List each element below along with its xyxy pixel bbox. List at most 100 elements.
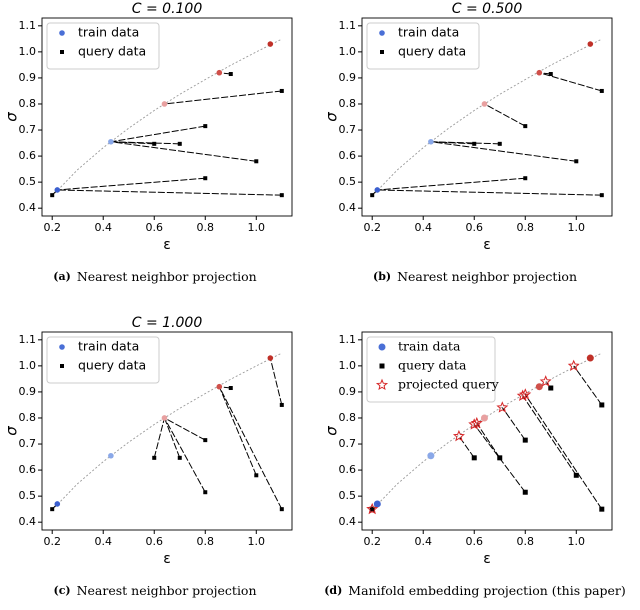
y-tick-label: 0.6 xyxy=(19,463,37,476)
projection-link xyxy=(218,386,257,476)
plot-frame xyxy=(361,17,613,217)
projection-link xyxy=(539,72,602,92)
caption-panel: (c) xyxy=(53,584,70,597)
y-tick-label: 0.4 xyxy=(19,201,37,214)
point xyxy=(599,506,605,512)
y-tick-label: 0.6 xyxy=(19,149,37,162)
point xyxy=(539,375,552,387)
caption-panel: (d) xyxy=(324,584,342,597)
legend-box xyxy=(46,22,160,70)
y-tick-label: 0.5 xyxy=(339,489,357,502)
point xyxy=(599,88,604,93)
point xyxy=(427,452,435,460)
projection-link xyxy=(522,395,577,476)
y-axis-label: σ xyxy=(3,112,21,122)
x-axis-label: ε xyxy=(483,551,491,567)
point xyxy=(267,355,274,361)
caption-text: Nearest neighbor projection xyxy=(77,269,257,284)
point xyxy=(161,415,168,421)
x-tick-label: 0.8 xyxy=(517,221,535,234)
projection-link xyxy=(573,365,603,406)
y-tick-label: 1.1 xyxy=(19,19,37,32)
legend-box xyxy=(366,336,496,403)
caption-panel: (b) xyxy=(373,270,391,283)
y-tick-label: 0.4 xyxy=(339,515,357,528)
reference-curve xyxy=(51,352,283,511)
legend-marker xyxy=(380,50,384,54)
point xyxy=(216,69,223,76)
y-tick-label: 0.5 xyxy=(339,175,357,188)
point xyxy=(228,386,233,391)
legend-label: query data xyxy=(78,44,146,59)
y-tick-label: 1.0 xyxy=(339,359,357,372)
caption: (d) Manifold embedding projection (this p… xyxy=(324,583,626,598)
point xyxy=(522,437,528,443)
projection-link xyxy=(377,177,526,191)
point xyxy=(203,124,208,129)
projection-link xyxy=(110,125,206,143)
caption-text: Nearest neighbor projection xyxy=(77,583,257,598)
point xyxy=(203,438,208,443)
legend-marker xyxy=(379,363,385,369)
y-tick-label: 0.8 xyxy=(339,411,357,424)
point xyxy=(279,88,284,93)
point xyxy=(535,383,543,391)
y-tick-label: 1.1 xyxy=(339,333,357,346)
projection-link xyxy=(164,417,206,441)
plot-frame xyxy=(41,331,293,531)
projection-link xyxy=(153,417,165,458)
x-tick-label: 1.0 xyxy=(568,535,586,548)
point xyxy=(523,124,528,129)
legend-marker xyxy=(60,50,64,54)
point xyxy=(452,429,465,442)
y-tick-label: 0.5 xyxy=(19,489,37,502)
caption: (c) Nearest neighbor projection xyxy=(53,583,256,598)
point xyxy=(519,388,532,400)
point xyxy=(228,72,233,77)
x-tick-label: 0.8 xyxy=(517,535,535,548)
y-tick-label: 1.0 xyxy=(19,359,37,372)
y-tick-label: 0.7 xyxy=(19,123,37,136)
y-axis-label: σ xyxy=(323,426,341,436)
point xyxy=(203,176,208,181)
legend-marker xyxy=(378,343,386,351)
y-axis-label: σ xyxy=(323,112,341,122)
point xyxy=(50,507,55,512)
point xyxy=(536,69,543,76)
projection-link xyxy=(430,141,577,162)
projection-link xyxy=(57,177,206,191)
point xyxy=(496,401,509,413)
point xyxy=(374,187,381,193)
legend-marker xyxy=(59,344,65,350)
legend-marker xyxy=(375,378,389,391)
y-tick-label: 0.6 xyxy=(339,149,357,162)
subplot-title: C = 0.500 xyxy=(452,1,523,17)
legend-label: query data xyxy=(398,358,467,373)
x-tick-label: 0.2 xyxy=(363,535,381,548)
point xyxy=(497,141,502,146)
legend-label: train data xyxy=(78,25,139,40)
point xyxy=(152,141,157,146)
projection-link xyxy=(524,394,603,510)
y-tick-label: 0.9 xyxy=(339,385,357,398)
caption: (a) Nearest neighbor projection xyxy=(53,269,256,284)
point xyxy=(369,506,375,512)
subplot: C = 0.100 0.2 0.4 0.6 0.8 1.0 0.4 0.5 0.6 0.7 0.8 0… xyxy=(3,1,293,284)
x-tick-label: 0.8 xyxy=(197,221,215,234)
projection-link xyxy=(218,386,283,510)
projection-link xyxy=(377,189,602,196)
point xyxy=(472,141,477,146)
legend-label: train data xyxy=(78,339,139,354)
point xyxy=(279,193,284,198)
y-axis-label: σ xyxy=(3,426,21,436)
legend-label: train data xyxy=(398,339,461,354)
point xyxy=(279,507,284,512)
legend-marker xyxy=(60,364,64,368)
plot-frame xyxy=(361,331,613,531)
point xyxy=(254,159,259,164)
legend-box xyxy=(366,22,480,70)
point xyxy=(203,490,208,495)
point xyxy=(586,354,594,362)
point xyxy=(471,455,477,461)
